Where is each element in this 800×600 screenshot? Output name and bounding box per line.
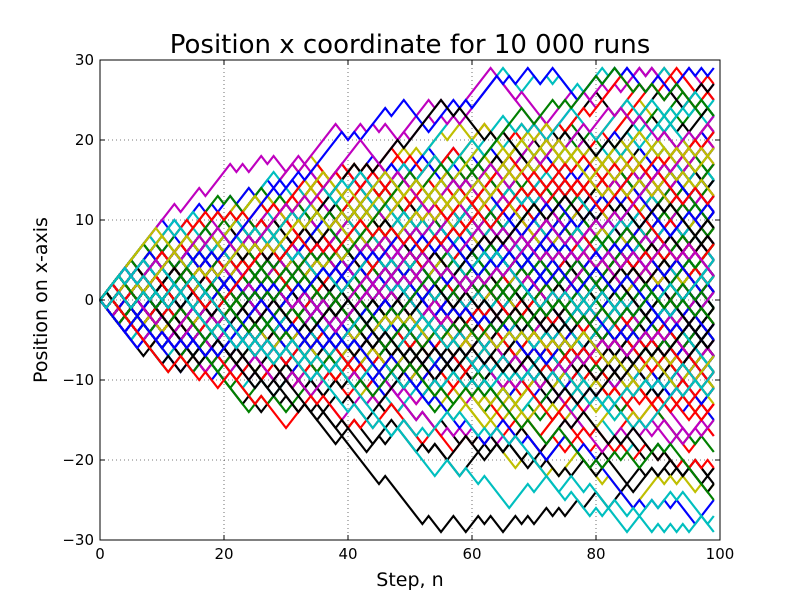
walk-line-extreme: [99, 298, 715, 526]
walk-line-extreme: [99, 138, 715, 302]
series-group: [99, 66, 715, 534]
walk-line-extreme: [99, 282, 715, 526]
x-tick-label: 0: [95, 545, 105, 563]
walk-line-extreme: [99, 274, 715, 534]
y-tick-label: 30: [75, 51, 94, 69]
walk-line: [99, 226, 715, 342]
y-tick-label: 10: [75, 211, 94, 229]
walk-line-extreme: [99, 90, 715, 310]
walk-line: [99, 290, 715, 350]
y-axis-label: Position on x-axis: [30, 217, 52, 383]
x-tick-label: 60: [462, 545, 481, 563]
y-tick-label: −10: [62, 371, 94, 389]
chart-title: Position x coordinate for 10 000 runs: [170, 30, 651, 60]
x-tick-label: 100: [706, 545, 735, 563]
x-axis-label: Step, n: [376, 569, 443, 591]
y-tick-label: 20: [75, 131, 94, 149]
x-tick-label: 80: [586, 545, 605, 563]
walk-line-extreme: [99, 106, 715, 301]
walk-line-extreme: [99, 82, 715, 302]
walk-line-extreme: [99, 131, 715, 310]
axis-ticks: 0 20 40 60 80 100 −30 −20 −10 0 10 20 30: [62, 51, 734, 563]
y-tick-label: 0: [84, 291, 94, 309]
y-tick-label: −20: [62, 451, 94, 469]
y-tick-label: −30: [62, 531, 94, 549]
x-tick-label: 20: [214, 545, 233, 563]
x-tick-label: 40: [338, 545, 357, 563]
